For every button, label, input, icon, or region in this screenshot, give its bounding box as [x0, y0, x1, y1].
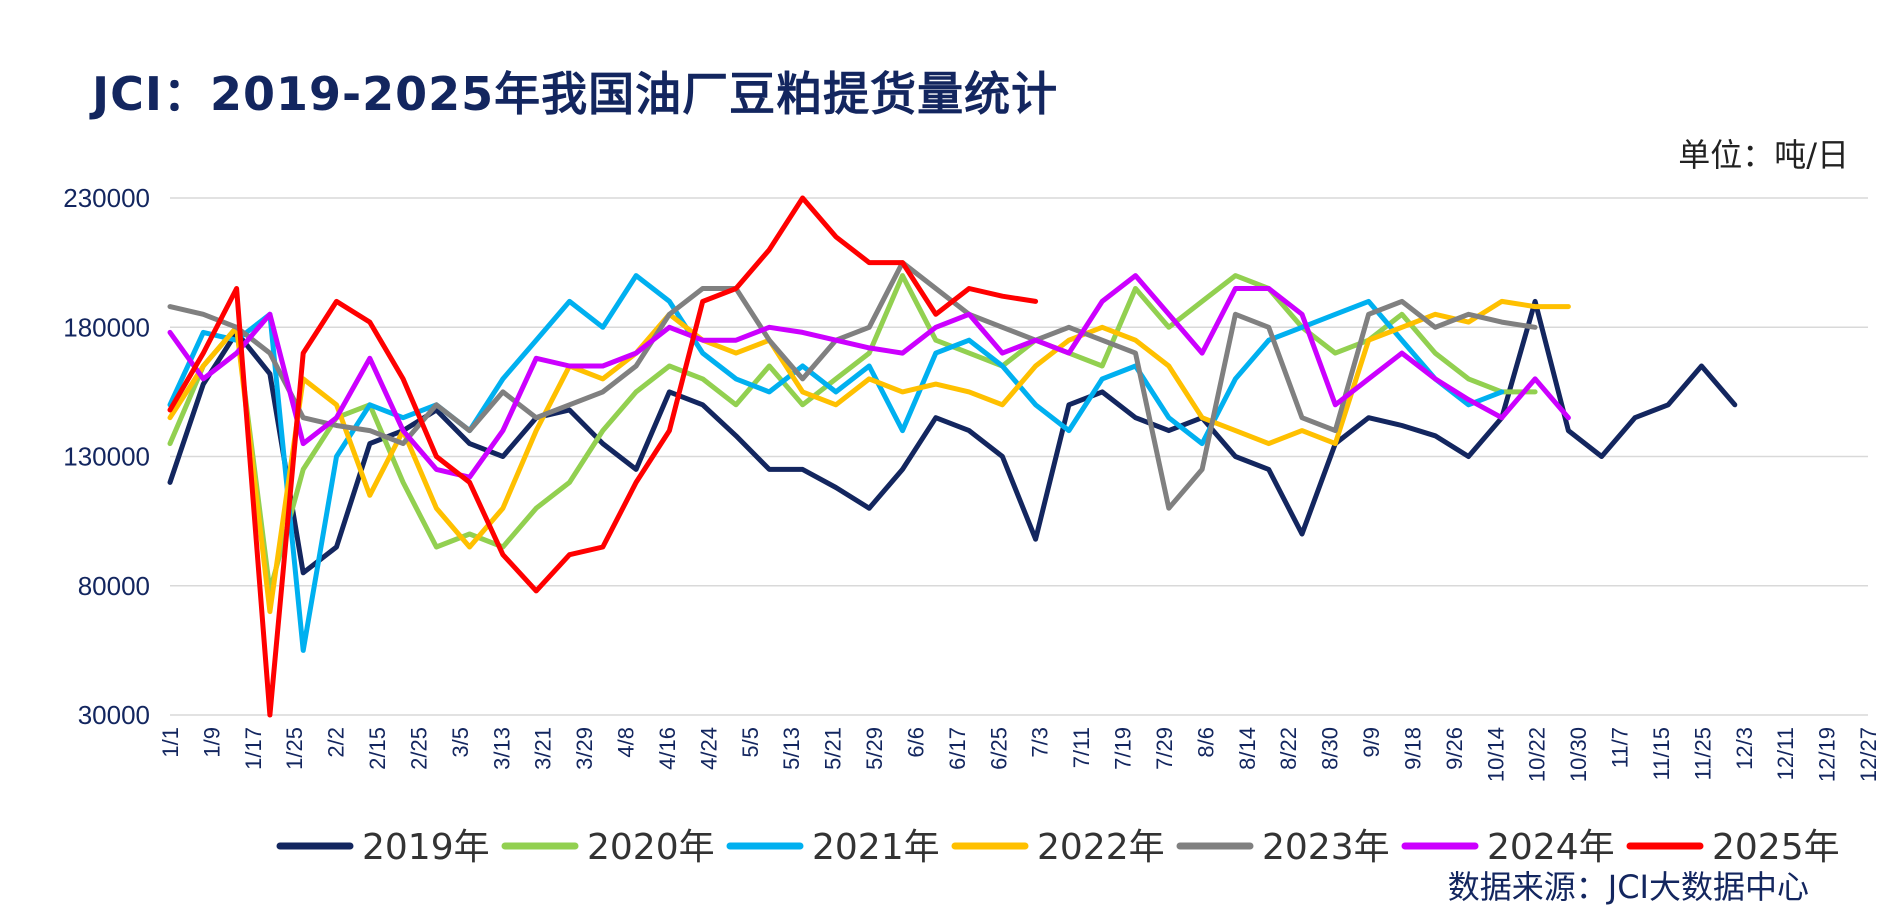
x-tick-label: 8/30 — [1318, 727, 1343, 770]
x-tick-label: 5/21 — [821, 727, 846, 770]
series-line-2024年 — [167, 273, 1571, 480]
x-tick-label: 1/9 — [199, 727, 224, 758]
legend-label: 2023年 — [1262, 827, 1390, 868]
x-tick-label: 9/26 — [1442, 727, 1467, 770]
x-tick-label: 11/25 — [1690, 727, 1715, 780]
unit-label: 单位：吨/日 — [1678, 136, 1849, 174]
x-tick-label: 10/22 — [1525, 727, 1550, 782]
y-tick-label: 230000 — [63, 183, 150, 213]
x-tick-label: 7/19 — [1111, 727, 1136, 770]
x-tick-label: 9/18 — [1400, 727, 1425, 770]
x-tick-label: 7/11 — [1069, 727, 1094, 768]
x-tick-label: 3/21 — [531, 727, 556, 770]
x-tick-label: 2/15 — [365, 727, 390, 770]
x-tick-label: 5/5 — [738, 727, 763, 758]
x-tick-label: 1/25 — [282, 727, 307, 770]
x-tick-label: 12/27 — [1856, 727, 1881, 782]
legend-label: 2020年 — [587, 827, 715, 868]
legend-label: 2025年 — [1712, 827, 1840, 868]
series-line-2021年 — [167, 273, 1505, 653]
x-tick-label: 3/29 — [572, 727, 597, 770]
x-tick-label: 8/22 — [1276, 727, 1301, 770]
legend-label: 2019年 — [362, 827, 490, 868]
y-tick-label: 80000 — [78, 571, 150, 601]
x-tick-label: 10/14 — [1483, 727, 1508, 782]
x-tick-label: 1/1 — [158, 727, 183, 758]
source-label: 数据来源：JCI大数据中心 — [1447, 868, 1809, 906]
series-line-2025年 — [167, 195, 1039, 718]
y-tick-label: 130000 — [63, 442, 150, 472]
x-tick-label: 2/2 — [324, 727, 349, 758]
x-tick-label: 2/25 — [406, 727, 431, 770]
series-line-2023年 — [167, 260, 1538, 511]
x-tick-label: 10/30 — [1566, 727, 1591, 782]
legend-label: 2022年 — [1037, 827, 1165, 868]
y-tick-label: 180000 — [63, 312, 150, 342]
x-tick-label: 11/15 — [1649, 727, 1674, 780]
x-tick-label: 6/6 — [903, 727, 928, 758]
x-tick-label: 9/9 — [1359, 727, 1384, 758]
x-tick-label: 8/14 — [1235, 727, 1260, 770]
x-tick-label: 1/17 — [241, 727, 266, 770]
x-tick-label: 3/5 — [448, 727, 473, 758]
x-tick-label: 11/7 — [1608, 727, 1633, 768]
x-tick-label: 3/13 — [489, 727, 514, 770]
x-tick-label: 5/29 — [862, 727, 887, 770]
x-tick-label: 7/3 — [1028, 727, 1053, 758]
x-tick-label: 6/25 — [986, 727, 1011, 770]
y-tick-label: 30000 — [78, 700, 150, 730]
x-tick-label: 4/16 — [655, 727, 680, 770]
legend-label: 2024年 — [1487, 827, 1615, 868]
x-tick-label: 4/8 — [614, 727, 639, 758]
x-tick-label: 5/13 — [779, 727, 804, 770]
x-tick-label: 7/29 — [1152, 727, 1177, 770]
x-tick-label: 4/24 — [696, 727, 721, 770]
x-tick-label: 12/11 — [1773, 727, 1798, 780]
x-tick-label: 12/3 — [1732, 727, 1757, 770]
chart-title: JCI：2019-2025年我国油厂豆粕提货量统计 — [92, 67, 1059, 121]
x-tick-label: 12/19 — [1815, 727, 1840, 782]
legend-label: 2021年 — [812, 827, 940, 868]
x-tick-label: 8/6 — [1193, 727, 1218, 758]
x-tick-label: 6/17 — [945, 727, 970, 770]
